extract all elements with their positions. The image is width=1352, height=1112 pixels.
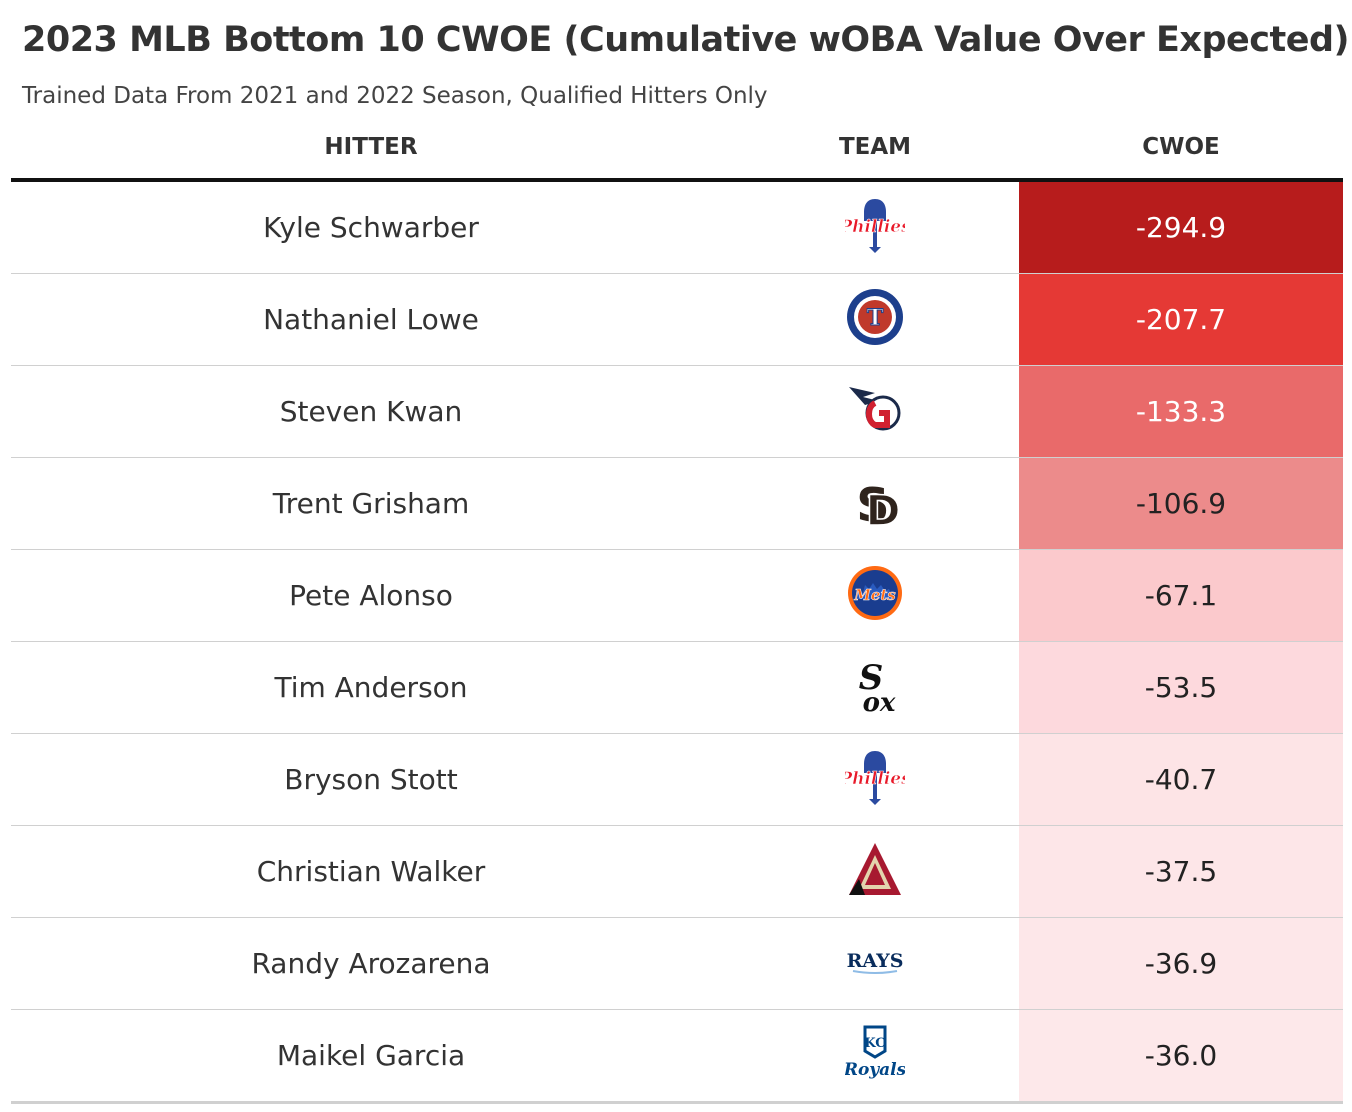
table-row: Randy Arozarena RAYS -36.9: [11, 918, 1343, 1010]
cwoe-value: -294.9: [1019, 182, 1343, 273]
hitter-name: Kyle Schwarber: [263, 211, 479, 244]
table-row: Steven Kwan -133.3: [11, 366, 1343, 458]
svg-text:D: D: [866, 486, 901, 531]
svg-text:ox: ox: [863, 688, 896, 715]
table-row: Bryson Stott Phillies -40.7: [11, 734, 1343, 826]
cwoe-value: -37.5: [1019, 826, 1343, 917]
guardians-logo-icon: [731, 366, 1019, 457]
table-header: HITTER TEAM CWOE: [11, 128, 1343, 182]
hitter-name: Tim Anderson: [274, 671, 468, 704]
table-row: Christian Walker -37.5: [11, 826, 1343, 918]
hitter-name: Nathaniel Lowe: [263, 303, 479, 336]
svg-text:Phillies: Phillies: [845, 769, 905, 789]
table-row: Nathaniel Lowe T -207.7: [11, 274, 1343, 366]
svg-text:Mets: Mets: [853, 586, 896, 604]
diamondbacks-logo-icon: [731, 826, 1019, 917]
cwoe-value: -207.7: [1019, 274, 1343, 365]
table-row: Trent Grisham S D -106.9: [11, 458, 1343, 550]
cwoe-value: -40.7: [1019, 734, 1343, 825]
table-row: Kyle Schwarber Phillies -294.9: [11, 182, 1343, 274]
hitter-name: Bryson Stott: [284, 763, 458, 796]
header-hitter: HITTER: [324, 134, 418, 160]
hitter-name: Trent Grisham: [272, 487, 470, 520]
hitter-name: Maikel Garcia: [276, 1039, 466, 1072]
hitter-name: Christian Walker: [256, 855, 486, 888]
cwoe-value: -36.0: [1019, 1010, 1343, 1101]
rays-logo-icon: RAYS: [731, 918, 1019, 1009]
svg-text:RAYS: RAYS: [847, 950, 904, 972]
svg-text:S: S: [859, 658, 884, 698]
svg-text:KC: KC: [864, 1036, 885, 1051]
table-row: Maikel Garcia KC Royals -36.0: [11, 1010, 1343, 1104]
cwoe-table: HITTER TEAM CWOE Kyle Schwarber Phillies -…: [11, 128, 1343, 1104]
header-team: TEAM: [838, 134, 912, 160]
hitter-name: Steven Kwan: [279, 395, 463, 428]
header-cwoe: CWOE: [1142, 134, 1220, 160]
table-row: Pete Alonso Mets -67.1: [11, 550, 1343, 642]
svg-text:T: T: [867, 305, 884, 331]
rangers-logo-icon: T: [731, 274, 1019, 365]
svg-text:Royals: Royals: [845, 1060, 905, 1080]
cwoe-value: -133.3: [1019, 366, 1343, 457]
phillies-logo-icon: Phillies: [731, 734, 1019, 825]
cwoe-value: -67.1: [1019, 550, 1343, 641]
hitter-name: Pete Alonso: [289, 579, 453, 612]
cwoe-value: -53.5: [1019, 642, 1343, 733]
cwoe-value: -106.9: [1019, 458, 1343, 549]
phillies-logo-icon: Phillies: [731, 182, 1019, 273]
chart-subtitle: Trained Data From 2021 and 2022 Season, …: [22, 83, 768, 109]
chart-title: 2023 MLB Bottom 10 CWOE (Cumulative wOBA…: [22, 20, 1350, 60]
cwoe-value: -36.9: [1019, 918, 1343, 1009]
svg-text:Phillies: Phillies: [845, 217, 905, 237]
hitter-name: Randy Arozarena: [251, 947, 491, 980]
svg-text:S: S: [856, 478, 889, 531]
royals-logo-icon: KC Royals: [731, 1010, 1019, 1101]
mets-logo-icon: Mets: [731, 550, 1019, 641]
